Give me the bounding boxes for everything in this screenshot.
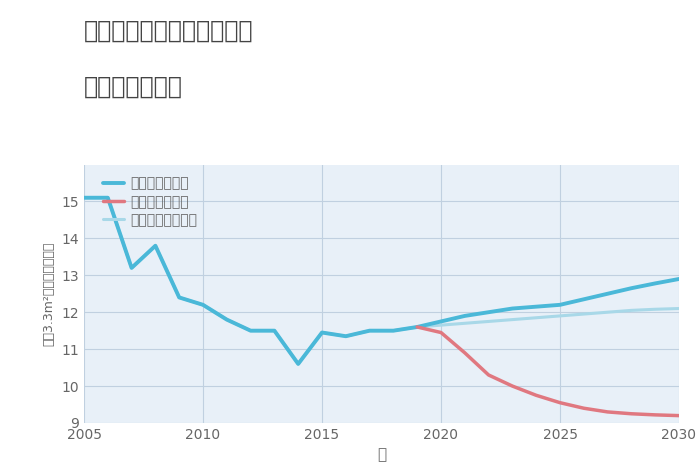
グッドシナリオ (627, 285, 636, 291)
グッドシナリオ (104, 195, 112, 201)
X-axis label: 年: 年 (377, 447, 386, 462)
ノーマルシナリオ (651, 306, 659, 312)
バッドシナリオ (437, 330, 445, 336)
バッドシナリオ (484, 372, 493, 378)
ノーマルシナリオ (246, 328, 255, 334)
Legend: グッドシナリオ, バッドシナリオ, ノーマルシナリオ: グッドシナリオ, バッドシナリオ, ノーマルシナリオ (103, 177, 197, 227)
バッドシナリオ (413, 324, 421, 330)
グッドシナリオ (318, 330, 326, 336)
ノーマルシナリオ (484, 319, 493, 324)
グッドシナリオ (532, 304, 540, 310)
Text: 土地の価格推移: 土地の価格推移 (84, 75, 183, 99)
ノーマルシナリオ (532, 315, 540, 321)
ノーマルシナリオ (580, 311, 588, 317)
バッドシナリオ (627, 411, 636, 416)
バッドシナリオ (532, 392, 540, 398)
ノーマルシナリオ (270, 328, 279, 334)
ノーマルシナリオ (199, 302, 207, 308)
バッドシナリオ (580, 406, 588, 411)
グッドシナリオ (365, 328, 374, 334)
ノーマルシナリオ (508, 317, 517, 322)
ノーマルシナリオ (151, 243, 160, 249)
ノーマルシナリオ (342, 333, 350, 339)
ノーマルシナリオ (223, 317, 231, 322)
ノーマルシナリオ (365, 328, 374, 334)
バッドシナリオ (556, 400, 564, 406)
グッドシナリオ (556, 302, 564, 308)
グッドシナリオ (651, 281, 659, 286)
グッドシナリオ (603, 291, 612, 297)
ノーマルシナリオ (80, 195, 88, 201)
グッドシナリオ (342, 333, 350, 339)
ノーマルシナリオ (437, 322, 445, 328)
グッドシナリオ (246, 328, 255, 334)
Line: バッドシナリオ: バッドシナリオ (417, 327, 679, 415)
ノーマルシナリオ (294, 361, 302, 367)
バッドシナリオ (651, 412, 659, 418)
ノーマルシナリオ (675, 306, 683, 311)
グッドシナリオ (294, 361, 302, 367)
グッドシナリオ (199, 302, 207, 308)
ノーマルシナリオ (175, 295, 183, 300)
ノーマルシナリオ (318, 330, 326, 336)
グッドシナリオ (413, 324, 421, 330)
グッドシナリオ (127, 265, 136, 271)
Line: グッドシナリオ: グッドシナリオ (84, 198, 679, 364)
ノーマルシナリオ (127, 265, 136, 271)
Text: 三重県桑名市長島町殿名の: 三重県桑名市長島町殿名の (84, 19, 253, 43)
グッドシナリオ (389, 328, 398, 334)
グッドシナリオ (484, 309, 493, 315)
バッドシナリオ (675, 413, 683, 418)
グッドシナリオ (461, 313, 469, 319)
Line: ノーマルシナリオ: ノーマルシナリオ (84, 198, 679, 364)
バッドシナリオ (508, 383, 517, 389)
グッドシナリオ (437, 319, 445, 324)
ノーマルシナリオ (603, 309, 612, 315)
バッドシナリオ (461, 350, 469, 356)
ノーマルシナリオ (556, 313, 564, 319)
グッドシナリオ (175, 295, 183, 300)
ノーマルシナリオ (461, 321, 469, 326)
グッドシナリオ (580, 297, 588, 302)
ノーマルシナリオ (389, 328, 398, 334)
Y-axis label: 坪（3.3m²）単価（万円）: 坪（3.3m²）単価（万円） (43, 242, 56, 346)
グッドシナリオ (675, 276, 683, 282)
ノーマルシナリオ (627, 307, 636, 313)
グッドシナリオ (151, 243, 160, 249)
ノーマルシナリオ (104, 195, 112, 201)
グッドシナリオ (223, 317, 231, 322)
グッドシナリオ (508, 306, 517, 311)
バッドシナリオ (603, 409, 612, 415)
グッドシナリオ (270, 328, 279, 334)
ノーマルシナリオ (413, 324, 421, 330)
グッドシナリオ (80, 195, 88, 201)
